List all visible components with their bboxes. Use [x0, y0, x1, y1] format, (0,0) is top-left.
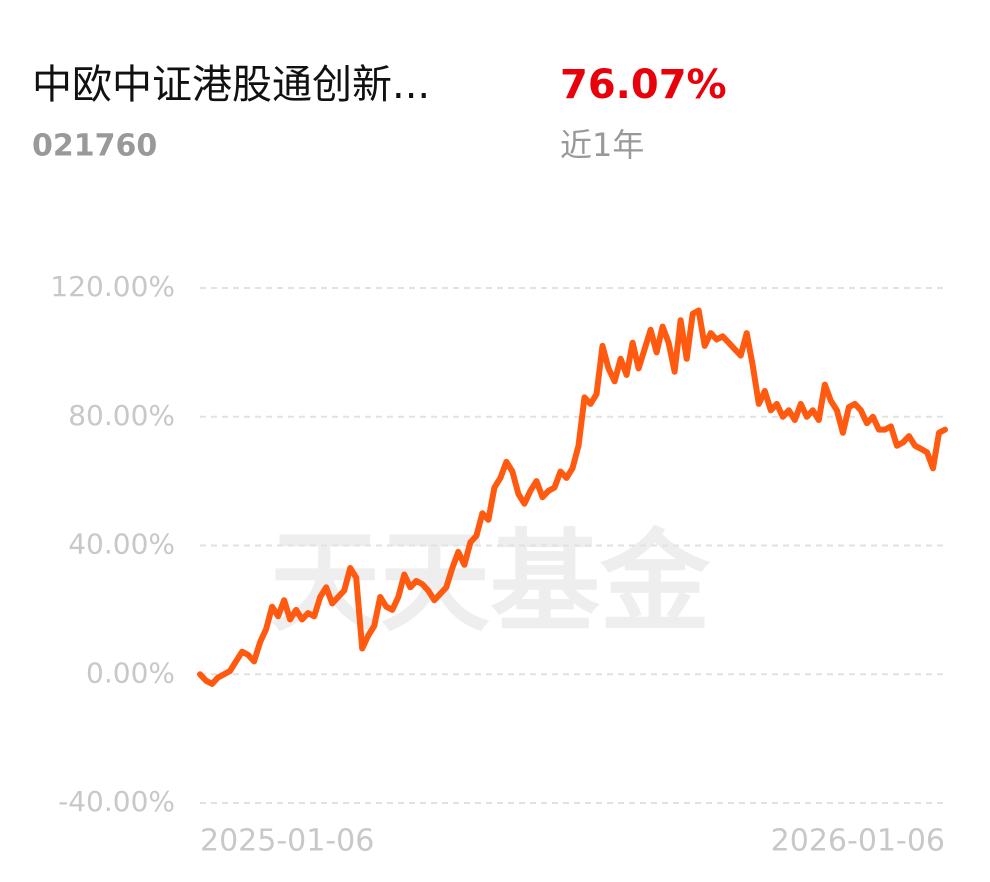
fund-code: 021760 [32, 129, 157, 164]
watermark: 天天基金 [270, 518, 711, 646]
return-value: 76.07% [560, 62, 727, 108]
x-tick-label: 2025-01-06 [200, 824, 374, 859]
y-tick-label: 80.00% [68, 399, 175, 432]
y-tick-label: -40.00% [58, 785, 175, 818]
y-tick-label: 0.00% [86, 656, 175, 689]
y-tick-label: 120.00% [50, 270, 175, 303]
x-tick-label: 2026-01-06 [771, 824, 945, 859]
y-tick-label: 40.00% [68, 528, 175, 561]
return-period: 近1年 [560, 126, 644, 164]
fund-title: 中欧中证港股通创新... [32, 62, 430, 108]
line-series [197, 307, 948, 687]
